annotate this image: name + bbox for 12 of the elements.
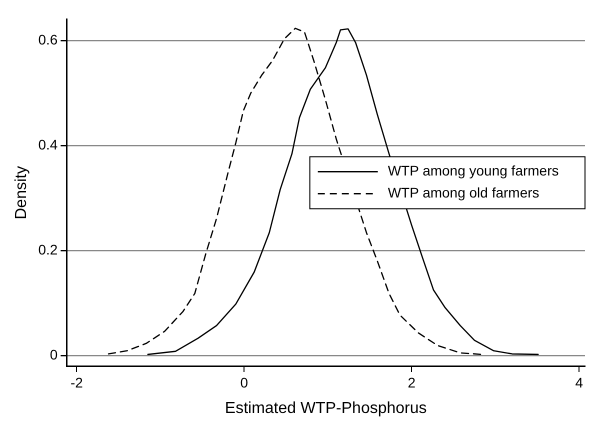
x-axis-title: Estimated WTP-Phosphorus xyxy=(224,400,427,417)
x-tick-label: 2 xyxy=(408,374,416,390)
x-tick-label: -2 xyxy=(70,374,84,390)
x-tick-label: 4 xyxy=(575,374,584,390)
y-axis-title: Density xyxy=(13,166,30,220)
x-tick-label: 0 xyxy=(240,374,248,390)
y-tick-label: 0.6 xyxy=(38,31,58,48)
y-tick-label: 0.2 xyxy=(38,241,58,258)
y-tick-label: 0 xyxy=(50,346,58,362)
legend-label: WTP among young farmers xyxy=(388,162,559,179)
legend-label: WTP among old farmers xyxy=(388,184,540,201)
y-tick-label: 0.4 xyxy=(38,136,58,152)
